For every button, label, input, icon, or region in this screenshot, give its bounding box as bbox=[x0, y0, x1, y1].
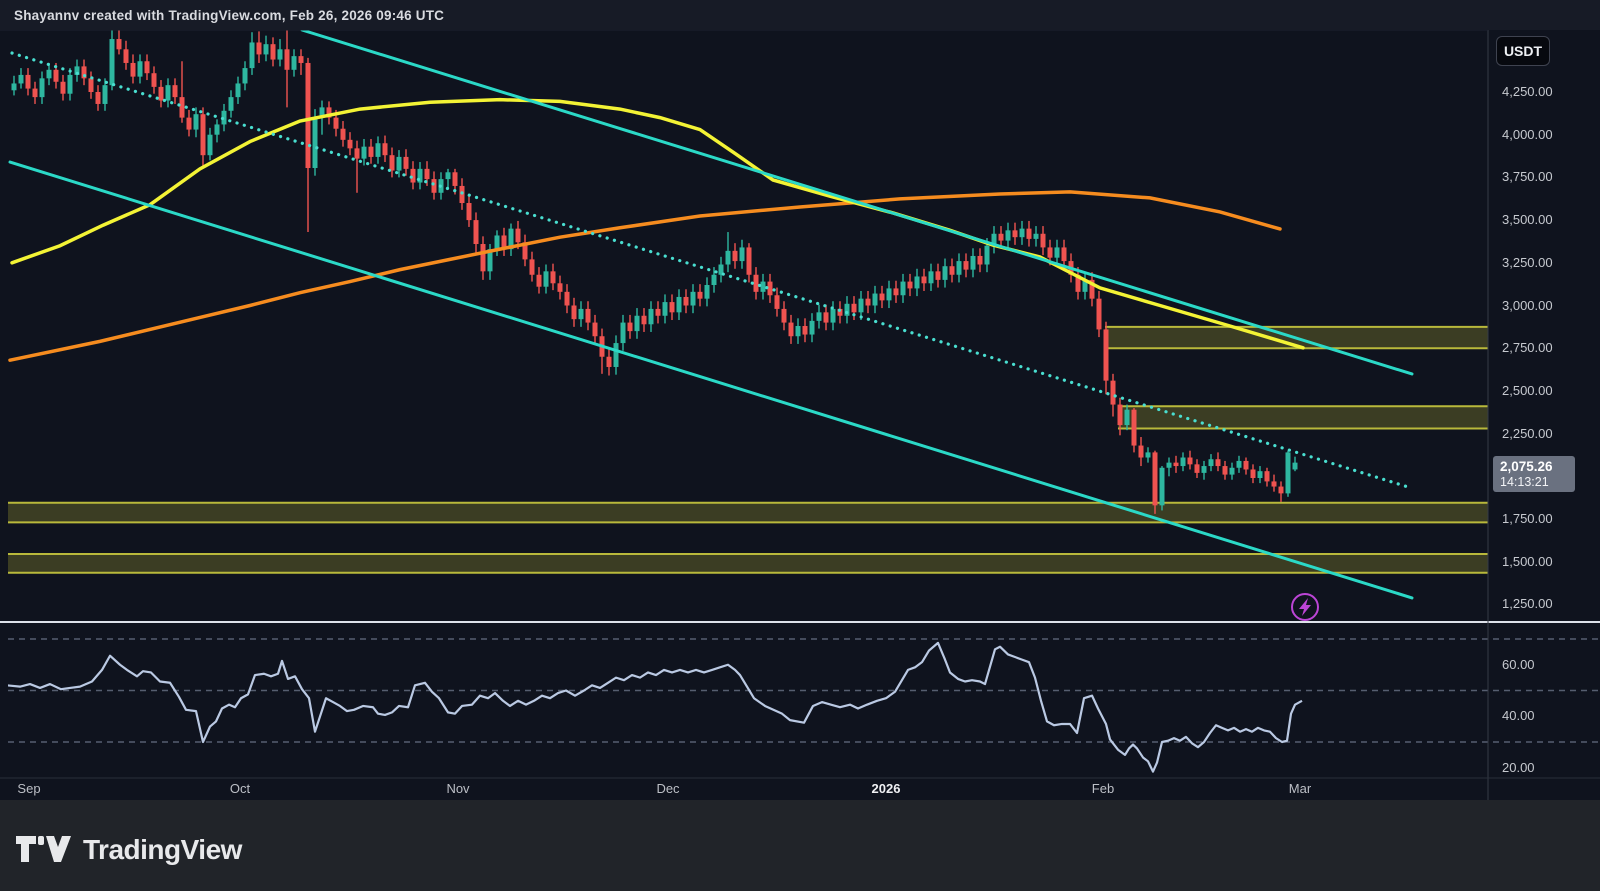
tradingview-logo-icon bbox=[16, 836, 71, 862]
price-label: 2,250.00 bbox=[1502, 425, 1553, 441]
price-label: 4,000.00 bbox=[1502, 126, 1553, 142]
price-label: 2,750.00 bbox=[1502, 340, 1553, 356]
time-label-oct: Oct bbox=[229, 781, 251, 796]
price-label: 3,750.00 bbox=[1502, 169, 1553, 185]
support-zone-1 bbox=[8, 502, 1488, 523]
rsi-label: 20.00 bbox=[1502, 759, 1535, 775]
rsi-label: 60.00 bbox=[1502, 656, 1535, 672]
price-label: 1,250.00 bbox=[1502, 596, 1553, 612]
price-badge: 2,075.26 14:13:21 bbox=[1493, 456, 1575, 492]
price-label: 3,000.00 bbox=[1502, 297, 1553, 313]
main-pane bbox=[8, 30, 1488, 600]
attribution-text: Shayannv created with TradingView.com, F… bbox=[14, 7, 445, 23]
header-bar: Shayannv created with TradingView.com, F… bbox=[0, 0, 1600, 30]
orange-ma-line bbox=[8, 190, 1282, 362]
price-label: 4,250.00 bbox=[1502, 84, 1553, 99]
yellow-ma-line bbox=[10, 97, 1305, 350]
tradingview-logo-text: TradingView bbox=[83, 834, 242, 865]
time-label-2026: 2026 bbox=[871, 781, 901, 796]
price-label: 1,500.00 bbox=[1502, 553, 1553, 569]
time-label-mar: Mar bbox=[1288, 781, 1312, 796]
channel-mid bbox=[10, 51, 1413, 490]
channel-upper bbox=[300, 30, 1414, 376]
rsi-line bbox=[8, 641, 1303, 773]
tradingview-logo: TradingView bbox=[16, 834, 242, 866]
footer-bar: TradingView bbox=[0, 800, 1600, 891]
time-label-feb: Feb bbox=[1091, 781, 1115, 796]
price-label: 1,750.00 bbox=[1502, 511, 1553, 526]
price-label: 3,500.00 bbox=[1502, 212, 1553, 228]
time-label-dec: Dec bbox=[656, 781, 680, 796]
lightning-icon[interactable] bbox=[1291, 593, 1319, 621]
support-zone-2 bbox=[8, 554, 1488, 573]
price-badge-value: 2,075.26 bbox=[1500, 459, 1553, 474]
price-label: 3,250.00 bbox=[1502, 254, 1553, 270]
time-label-sep: Sep bbox=[17, 781, 41, 796]
candlestick-series bbox=[11, 30, 1298, 514]
price-label: 2,500.00 bbox=[1502, 382, 1553, 398]
price-badge-countdown: 14:13:21 bbox=[1500, 475, 1549, 489]
rsi-pane bbox=[8, 641, 1303, 773]
currency-button[interactable]: USDT bbox=[1496, 36, 1550, 66]
resistance-zone-2 bbox=[1118, 406, 1488, 429]
channel-lower bbox=[8, 160, 1414, 600]
rsi-label: 40.00 bbox=[1502, 708, 1535, 724]
time-label-nov: Nov bbox=[446, 781, 470, 796]
